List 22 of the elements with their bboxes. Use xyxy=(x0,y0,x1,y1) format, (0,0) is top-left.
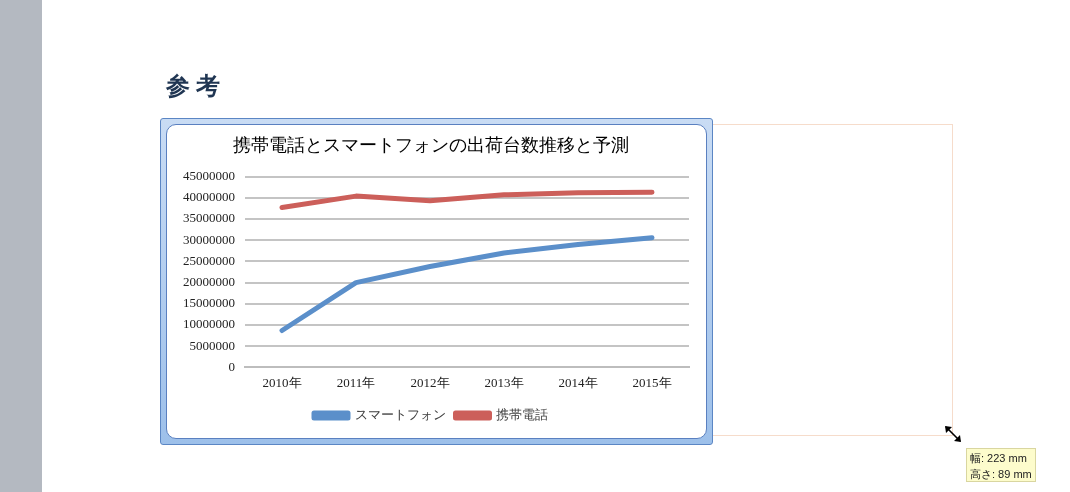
y-tick-label: 40000000 xyxy=(183,189,235,205)
text: 参考 xyxy=(166,71,226,102)
x-tick-label: 2011年 xyxy=(336,374,376,390)
text: 幅: 223 mm xyxy=(970,451,1027,466)
chart-title: 携帯電話とスマートフォンの出荷台数推移と予測 xyxy=(233,134,629,155)
x-tick-label: 2015年 xyxy=(632,374,672,390)
y-tick-label: 30000000 xyxy=(183,231,235,247)
y-tick-label: 15000000 xyxy=(183,295,235,311)
x-tick-label: 2010年 xyxy=(262,374,302,390)
y-tick-label: 0 xyxy=(228,358,235,374)
x-tick-label: 2012年 xyxy=(410,374,450,390)
x-tick-label: 2014年 xyxy=(558,374,598,390)
y-tick-label: 20000000 xyxy=(183,274,235,290)
x-tick-label: 2013年 xyxy=(484,374,524,390)
y-tick-label: 10000000 xyxy=(183,316,235,332)
text: 高さ: 89 mm xyxy=(970,467,1032,482)
y-tick-label: 45000000 xyxy=(183,168,235,184)
y-tick-label: 25000000 xyxy=(183,252,235,268)
y-tick-label: 35000000 xyxy=(183,210,235,226)
y-tick-label: 5000000 xyxy=(189,337,235,353)
legend-label: スマートフォン xyxy=(354,406,446,422)
legend-label: 携帯電話 xyxy=(496,406,548,422)
